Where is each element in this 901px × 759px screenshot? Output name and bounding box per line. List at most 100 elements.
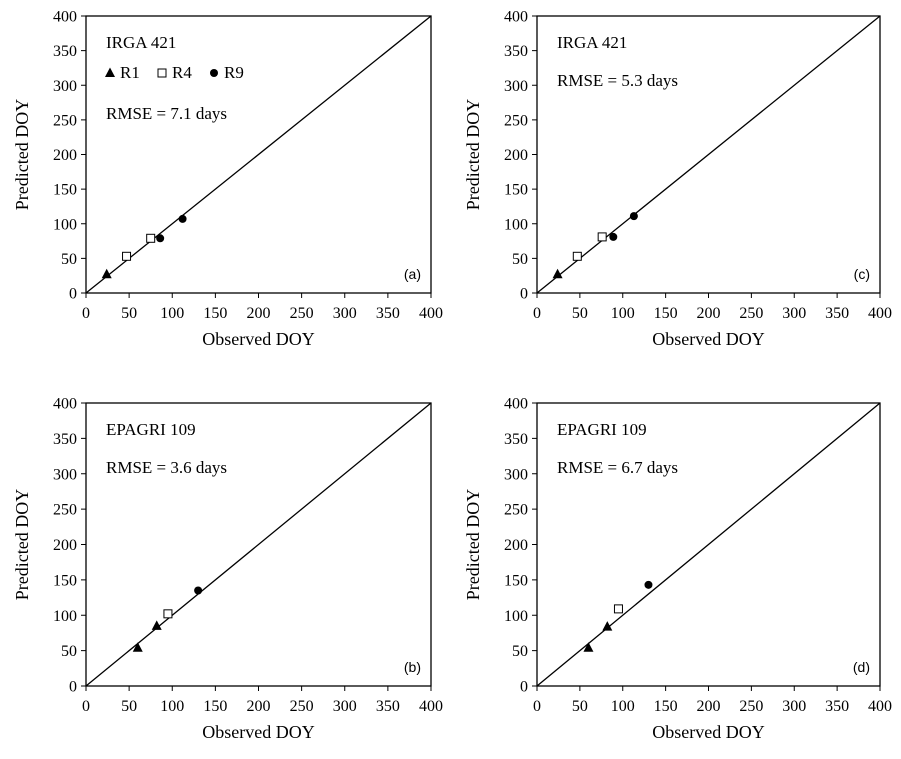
x-tick-label: 200 [697, 305, 721, 322]
y-tick-label: 300 [53, 466, 77, 483]
y-tick-label: 350 [53, 431, 77, 448]
y-tick-label: 50 [61, 643, 77, 660]
data-point-r9 [629, 212, 638, 221]
rmse-label: RMSE = 3.6 days [106, 458, 227, 477]
one-to-one-line [85, 402, 432, 687]
x-tick-label: 150 [654, 698, 678, 715]
y-tick-label: 400 [53, 9, 77, 26]
y-tick-label: 150 [504, 572, 528, 589]
y-tick-label: 300 [504, 466, 528, 483]
y-tick-label: 200 [53, 147, 77, 164]
y-tick-label: 200 [504, 537, 528, 554]
panel-a: 00 50 50 100 100 150 150 200 200 250 250 300 300 350 3… [12, 9, 443, 350]
x-tick-label: 150 [203, 305, 227, 322]
data-point-r4 [122, 251, 132, 261]
y-tick-label: 350 [53, 43, 77, 60]
x-tick-label: 150 [203, 698, 227, 715]
panel-c: 00 50 50 100 100 150 150 200 200 250 250 300 300 350 3… [463, 9, 892, 350]
legend-marker-r9 [210, 69, 218, 77]
y-axis-title: Predicted DOY [463, 489, 483, 600]
x-tick-label: 200 [247, 305, 271, 322]
rmse-label: RMSE = 5.3 days [557, 71, 678, 90]
data-point-r4 [572, 251, 582, 261]
data-point-r1 [583, 642, 594, 652]
y-tick-label: 0 [69, 286, 77, 303]
x-tick-label: 50 [121, 305, 137, 322]
x-tick-label: 400 [419, 305, 443, 322]
data-point-r4 [163, 609, 173, 619]
x-tick-label: 350 [825, 698, 849, 715]
x-tick-label: 50 [572, 698, 588, 715]
cultivar-label: IRGA 421 [557, 33, 627, 52]
x-tick-label: 0 [533, 305, 541, 322]
cultivar-label: IRGA 421 [106, 33, 176, 52]
panel-d: 00 50 50 100 100 150 150 200 200 250 250 300 300 350 3… [463, 396, 892, 743]
y-tick-label: 250 [504, 502, 528, 519]
panel-b: 00 50 50 100 100 150 150 200 200 250 250 300 300 350 3… [12, 396, 443, 743]
y-tick-label: 150 [504, 182, 528, 199]
one-to-one-line [536, 402, 881, 687]
rmse-label: RMSE = 6.7 days [557, 458, 678, 477]
y-axis-title: Predicted DOY [463, 99, 483, 210]
y-tick-label: 400 [504, 9, 528, 26]
data-point-r4 [146, 233, 156, 243]
y-axis-title: Predicted DOY [12, 489, 32, 600]
x-tick-label: 400 [868, 305, 892, 322]
x-tick-label: 350 [376, 698, 400, 715]
x-tick-label: 250 [739, 698, 763, 715]
x-tick-label: 200 [697, 698, 721, 715]
data-point-r1 [132, 642, 143, 652]
y-tick-label: 250 [53, 502, 77, 519]
one-to-one-line [85, 15, 432, 294]
x-tick-label: 350 [376, 305, 400, 322]
panel-label: (c) [854, 266, 870, 282]
x-tick-label: 50 [572, 305, 588, 322]
y-axis-title: Predicted DOY [12, 99, 32, 210]
data-point-r9 [156, 234, 165, 243]
y-tick-label: 400 [53, 396, 77, 413]
x-tick-label: 400 [419, 698, 443, 715]
legend-label-r4: R4 [172, 63, 192, 82]
y-tick-label: 0 [520, 286, 528, 303]
x-tick-label: 300 [333, 698, 357, 715]
x-tick-label: 50 [121, 698, 137, 715]
y-tick-label: 150 [53, 572, 77, 589]
x-axis-title: Observed DOY [202, 329, 314, 349]
x-tick-label: 400 [868, 698, 892, 715]
x-tick-label: 250 [290, 698, 314, 715]
data-point-r1 [101, 268, 112, 279]
y-tick-label: 100 [53, 216, 77, 233]
data-point-r9 [644, 580, 653, 589]
data-point-r1 [602, 621, 613, 631]
y-tick-label: 300 [504, 78, 528, 95]
x-tick-label: 300 [333, 305, 357, 322]
x-tick-label: 100 [611, 698, 635, 715]
data-point-r9 [178, 214, 187, 223]
data-point-r9 [609, 232, 618, 241]
x-tick-label: 0 [82, 305, 90, 322]
data-point-r1 [151, 620, 162, 630]
legend-label-r9: R9 [224, 63, 244, 82]
y-tick-label: 50 [512, 251, 528, 268]
legend-label-r1: R1 [120, 63, 140, 82]
data-point-r1 [552, 268, 563, 279]
x-tick-label: 0 [533, 698, 541, 715]
x-axis-title: Observed DOY [652, 329, 764, 349]
y-tick-label: 150 [53, 182, 77, 199]
panel-label: (d) [853, 659, 870, 675]
legend-marker-r1 [105, 67, 115, 77]
x-tick-label: 100 [160, 305, 184, 322]
y-tick-label: 50 [512, 643, 528, 660]
x-tick-label: 100 [611, 305, 635, 322]
y-tick-label: 0 [69, 679, 77, 696]
y-tick-label: 350 [504, 43, 528, 60]
x-tick-label: 100 [160, 698, 184, 715]
x-tick-label: 250 [739, 305, 763, 322]
x-tick-label: 200 [247, 698, 271, 715]
rmse-label: RMSE = 7.1 days [106, 104, 227, 123]
y-tick-label: 100 [504, 608, 528, 625]
one-to-one-line [536, 15, 881, 294]
x-tick-label: 350 [825, 305, 849, 322]
y-tick-label: 400 [504, 396, 528, 413]
